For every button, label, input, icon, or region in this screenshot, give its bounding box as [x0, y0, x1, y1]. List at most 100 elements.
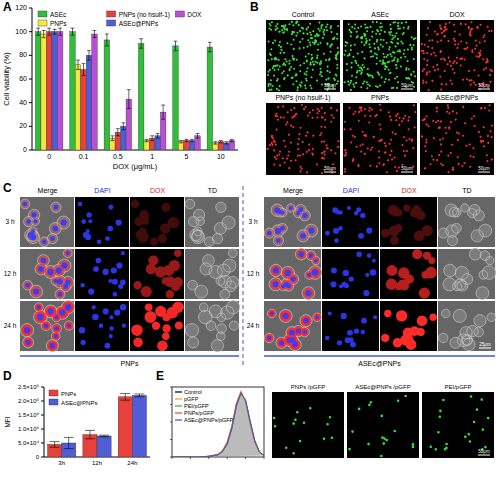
x-tick	[227, 457, 228, 459]
dox-signal	[131, 200, 180, 246]
bar	[52, 32, 57, 150]
fluorescent-cells	[422, 105, 492, 172]
row-label: 12 h	[4, 270, 17, 277]
fluorescent-cells	[345, 105, 416, 172]
fluorescent-cells	[345, 22, 416, 90]
row-label: 3 h	[248, 218, 257, 225]
bar	[86, 55, 91, 150]
micrograph	[130, 249, 184, 299]
panel-c: MergeDAPIDOXTD3 h12 h24 hPNPsMergeDAPIDO…	[4, 186, 496, 368]
image-background	[420, 20, 494, 92]
row-label: 12 h	[247, 270, 260, 277]
bar	[173, 46, 178, 150]
image-label: ASEc@PNPs /pGFP	[355, 384, 410, 390]
image-background	[75, 197, 129, 247]
error-bar	[139, 39, 143, 48]
line-chart: ControlpGFPPEI/pGFPPNPs/pGFPASEc@PNPs/pG…	[170, 387, 264, 459]
scale-bar-label: 50μm	[478, 83, 490, 88]
legend-label: ASEc@PNPs	[119, 20, 159, 27]
legend: ControlpGFPPEI/pGFPPNPs/pGFPASEc@PNPs/pG…	[175, 389, 234, 423]
micrograph: 50μm	[420, 20, 494, 92]
legend-swatch	[49, 399, 58, 405]
error-bar	[116, 129, 120, 136]
micrograph	[347, 392, 419, 458]
scale-bar	[401, 172, 413, 173]
image-background	[322, 197, 379, 247]
x-tick	[245, 457, 246, 459]
nucleus	[272, 251, 318, 296]
micrograph	[20, 301, 75, 352]
legend-label: PEI/pGFP	[184, 403, 209, 409]
histogram-line	[172, 392, 264, 457]
dox-signal	[131, 301, 184, 351]
nucleus	[325, 311, 377, 347]
y-axis-title: Cell viability (%)	[2, 52, 11, 106]
nucleus	[25, 251, 70, 297]
fluorescent-cells	[268, 105, 339, 173]
legend-label: ASEc	[50, 11, 67, 18]
dox-signal	[270, 249, 321, 299]
error-bar	[87, 51, 91, 60]
panel-label: A	[3, 0, 12, 14]
y-tick	[41, 457, 44, 458]
micrograph: 50μm	[422, 392, 494, 458]
error-bar	[85, 430, 95, 438]
legend-label: PNPs	[50, 20, 67, 27]
y-tick	[41, 415, 44, 416]
error-bar	[208, 42, 212, 51]
error-bar	[82, 64, 86, 76]
x-tick	[208, 457, 209, 459]
image-background	[420, 103, 494, 175]
image-background	[438, 301, 495, 351]
legend-line	[175, 419, 182, 420]
nucleus	[23, 202, 67, 244]
image-background	[347, 392, 419, 458]
bar	[118, 397, 132, 457]
error-bar	[58, 28, 62, 35]
micrograph	[75, 249, 129, 299]
image-label: PNPs (no hsulf-1)	[275, 94, 330, 102]
image-background	[380, 301, 437, 351]
error-bar	[156, 133, 160, 138]
error-bar	[185, 139, 189, 141]
scale-bar-label: 50μm	[324, 83, 336, 88]
group-label: PNPs	[121, 360, 139, 367]
scale-bar-label: 50μm	[478, 166, 490, 171]
legend-label: PNPs/pGFP	[184, 410, 214, 416]
scale-bar	[478, 172, 490, 173]
micrograph	[380, 301, 437, 351]
error-bar	[93, 30, 97, 37]
x-tick-label: 10	[217, 153, 225, 160]
y-axis	[44, 387, 45, 457]
error-bar	[179, 141, 183, 143]
scale-bar-label: 50μm	[401, 166, 413, 171]
legend-label: ASEc@PNPs/pGFP	[184, 417, 234, 423]
scale-bar	[478, 89, 490, 90]
micrograph	[130, 301, 184, 351]
y-tick	[29, 79, 32, 80]
image-background	[20, 249, 74, 299]
micrograph	[322, 197, 379, 247]
dox-signal	[265, 310, 321, 350]
error-bar	[53, 29, 57, 34]
legend-label: PNPs (no hsulf-1)	[119, 11, 170, 19]
panel-e-images: PNPs /pGFPASEc@PNPs /pGFPPEI/pGFP50μm	[272, 384, 494, 458]
cell-outline	[438, 204, 491, 246]
micrograph: 50μm	[420, 103, 494, 175]
y-tick	[41, 387, 44, 388]
cell-outline	[185, 301, 239, 352]
y-tick	[170, 439, 172, 440]
error-bar	[213, 142, 217, 144]
divider	[243, 186, 244, 368]
y-tick	[41, 429, 44, 430]
group-label: ASEc@PNPs	[358, 360, 401, 367]
bar	[92, 34, 97, 150]
dox-signal	[133, 249, 183, 298]
y-tick-label: 80	[19, 51, 27, 58]
y-tick	[29, 150, 32, 151]
dox-signal	[381, 204, 433, 245]
error-bar	[76, 60, 80, 69]
scale-bar	[401, 89, 413, 90]
column-header: Merge	[283, 187, 303, 195]
legend-label: DOX	[187, 11, 202, 18]
